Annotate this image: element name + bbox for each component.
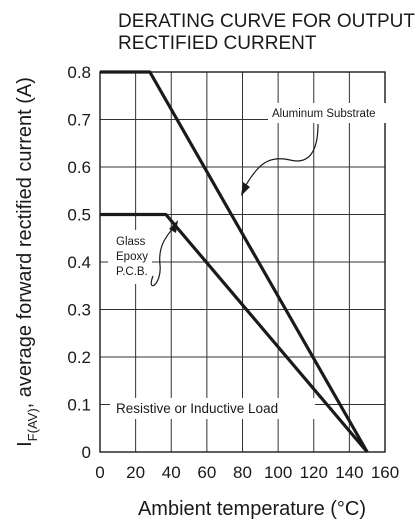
aluminum-arrowhead <box>241 182 250 196</box>
y-tick-label: 0.6 <box>67 158 91 177</box>
glass-leader-arrow <box>150 227 174 287</box>
load-note-label: Resistive or Inductive Load <box>116 401 278 416</box>
x-tick-label: 0 <box>95 463 104 482</box>
glass-label-line-3: P.C.B. <box>116 266 148 278</box>
aluminum-leader-arrow <box>245 123 319 186</box>
y-tick-labels: 0 0.1 0.2 0.3 0.4 0.5 0.6 0.7 0.8 <box>67 63 91 462</box>
x-tick-label: 160 <box>371 463 399 482</box>
y-axis-label: IF(AV), average forward rectified curren… <box>14 77 40 447</box>
glass-arrowhead <box>169 220 178 233</box>
y-axis-label-sub: F(AV) <box>25 408 40 441</box>
y-axis-label-main: I <box>14 441 36 447</box>
x-tick-label: 100 <box>264 463 292 482</box>
y-tick-label: 0.3 <box>67 301 91 320</box>
x-tick-label: 40 <box>162 463 181 482</box>
y-tick-label: 0 <box>82 443 91 462</box>
y-tick-label: 0.5 <box>67 206 91 225</box>
chart-title-line-2: RECTIFIED CURRENT <box>118 33 317 54</box>
y-axis-label-rest: , average forward rectified current (A) <box>14 77 36 408</box>
x-tick-label: 60 <box>197 463 216 482</box>
aluminum-substrate-label: Aluminum Substrate <box>272 108 376 120</box>
x-tick-label: 120 <box>300 463 328 482</box>
load-label-bg <box>110 398 315 419</box>
derating-line-2 <box>100 212 369 454</box>
y-tick-label: 0.8 <box>67 63 91 82</box>
glass-label-line-2: Epoxy <box>116 251 148 263</box>
y-tick-label: 0.2 <box>67 348 91 367</box>
aluminum-label-bg <box>268 103 392 123</box>
y-tick-label: 0.7 <box>67 111 91 130</box>
x-tick-labels: 0 20 40 60 80 100 120 140 160 <box>95 463 399 482</box>
x-tick-label: 140 <box>335 463 363 482</box>
x-tick-label: 20 <box>126 463 145 482</box>
chart-title-line-1: DERATING CURVE FOR OUTPUT <box>118 11 415 32</box>
glass-label-bg <box>108 230 152 284</box>
y-tick-label: 0.1 <box>67 396 91 415</box>
derating-line-1 <box>100 70 369 453</box>
glass-label-line-1: Glass <box>116 236 146 248</box>
y-tick-label: 0.4 <box>67 253 91 272</box>
x-tick-label: 80 <box>233 463 252 482</box>
series-lines <box>100 70 369 454</box>
x-axis-label: Ambient temperature (°C) <box>138 498 366 520</box>
plot-frame <box>99 71 386 453</box>
